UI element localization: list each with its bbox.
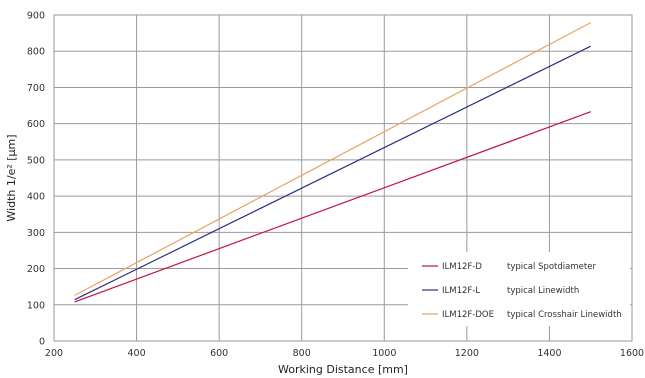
y-tick-label: 300 [27, 228, 45, 239]
series-lines [74, 22, 591, 303]
y-tick-label: 500 [27, 155, 45, 166]
tick-labels: 200 400 600 800 1000 1200 1400 1600 0 100 200 300 40… [27, 11, 644, 360]
legend-series-name: ILM12F-L [442, 286, 480, 296]
legend-box [408, 252, 630, 326]
legend-series-description: typical Crosshair Linewidth [507, 310, 622, 320]
legend-series-description: typical Spotdiameter [507, 262, 596, 272]
y-tick-label: 400 [27, 192, 45, 203]
y-tick-label: 800 [27, 47, 45, 58]
y-tick-label: 700 [27, 83, 45, 94]
x-tick-label: 200 [45, 348, 63, 359]
legend-series-name: ILM12F-D [442, 262, 482, 272]
y-tick-label: 100 [27, 300, 45, 311]
x-tick-label: 1600 [620, 348, 644, 359]
x-tick-label: 1400 [537, 348, 561, 359]
series-line-ilm12f-d [74, 111, 591, 303]
x-tick-label: 1200 [455, 348, 479, 359]
x-tick-label: 400 [128, 348, 146, 359]
legend-series-name: ILM12F-DOE [442, 310, 494, 320]
y-tick-label: 0 [39, 337, 45, 348]
y-tick-label: 600 [27, 119, 45, 130]
y-tick-label: 900 [27, 11, 45, 22]
x-tick-label: 800 [293, 348, 311, 359]
legend: ILM12F-D typical Spotdiameter ILM12F-L typi… [408, 252, 630, 326]
legend-series-description: typical Linewidth [507, 286, 579, 296]
y-axis-label: Width 1/e² [µm] [5, 134, 18, 221]
y-tick-label: 200 [27, 264, 45, 275]
x-axis-label: Working Distance [mm] [278, 363, 408, 376]
series-line-ilm12f-doe [74, 22, 591, 296]
x-tick-label: 1000 [372, 348, 396, 359]
x-tick-label: 600 [210, 348, 228, 359]
series-line-ilm12f-l [74, 45, 591, 301]
